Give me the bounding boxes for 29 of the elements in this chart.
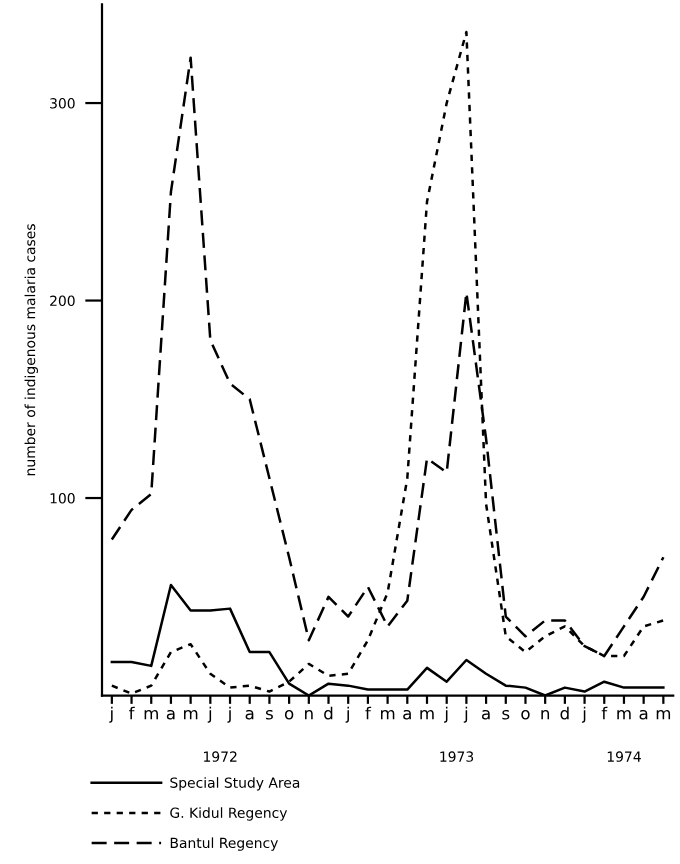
- x-tick-label: a: [245, 709, 254, 720]
- x-tick-label: a: [403, 709, 411, 720]
- x-tick-label: m: [656, 709, 671, 720]
- x-tick-label: s: [502, 709, 510, 720]
- x-tick-label: f: [365, 706, 372, 720]
- x-tick-label: j: [207, 706, 212, 723]
- x-tick-label: n: [305, 709, 313, 720]
- x-tick-label: o: [521, 709, 530, 720]
- x-tick-label: j: [444, 706, 448, 723]
- x-tick-label: a: [166, 709, 175, 720]
- x-tick-label: j: [463, 706, 468, 723]
- x-tick-label: j: [227, 706, 231, 723]
- x-tick-label: a: [639, 709, 648, 720]
- x-tick-label: m: [617, 709, 631, 720]
- x-tick-label: s: [265, 709, 273, 720]
- x-tick-label: m: [144, 709, 158, 720]
- x-tick-label: n: [541, 709, 550, 720]
- x-tick-label: m: [420, 709, 434, 720]
- x-tick-label: j: [345, 706, 349, 723]
- x-tick-label: f: [128, 706, 135, 720]
- x-tick-label: j: [109, 706, 113, 723]
- x-tick-label: f: [601, 706, 608, 720]
- x-tick-label: m: [381, 709, 395, 720]
- x-tick-label: d: [560, 706, 569, 720]
- x-tick-label: a: [481, 709, 490, 720]
- x-tick-label: m: [184, 709, 198, 720]
- x-tick-label: j: [581, 706, 586, 723]
- x-tick-label: o: [284, 709, 294, 720]
- x-tick-label: d: [324, 706, 333, 720]
